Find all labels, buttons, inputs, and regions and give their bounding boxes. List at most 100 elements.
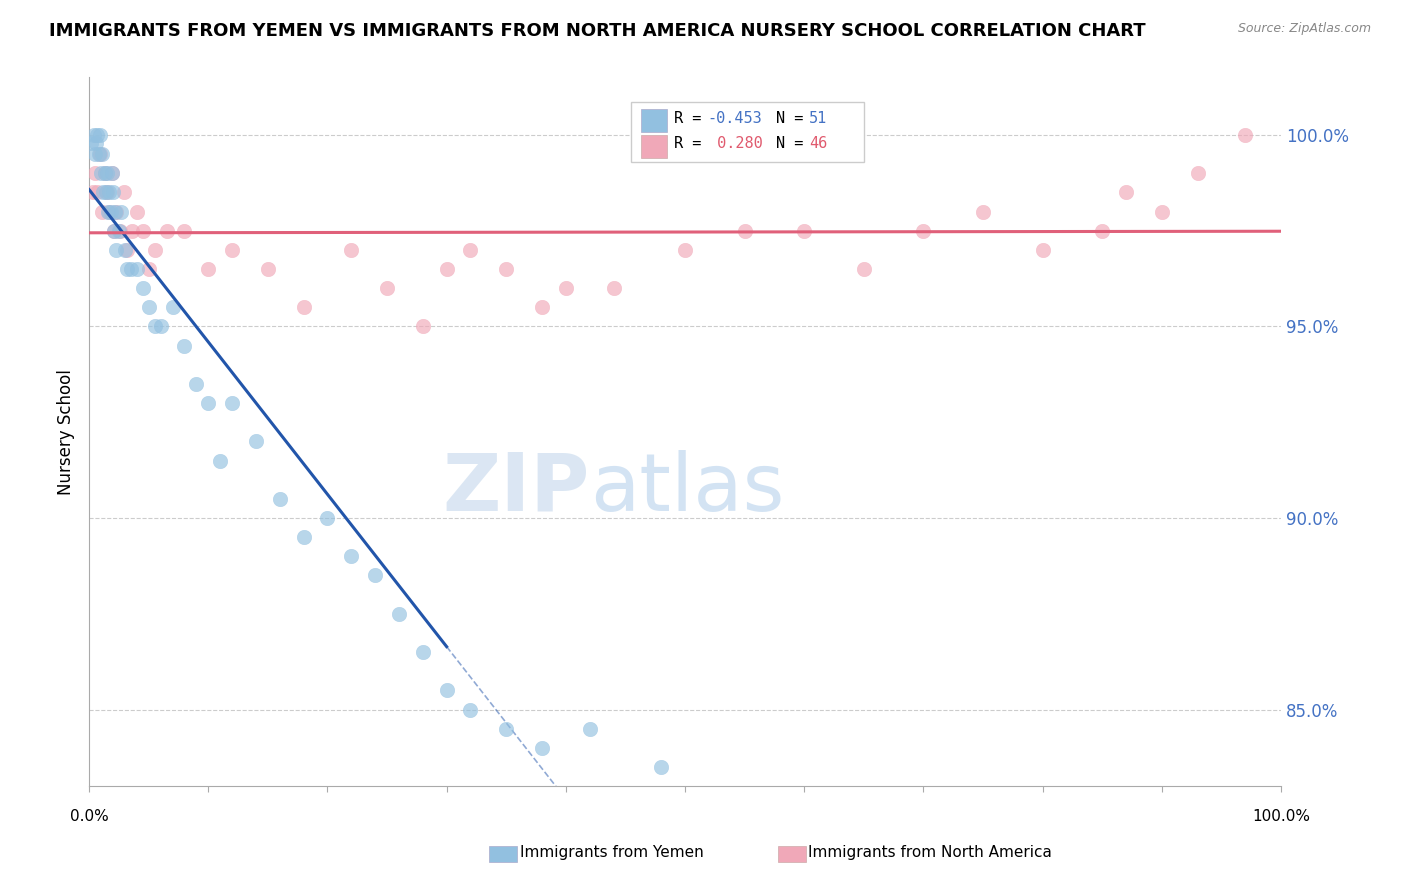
Point xyxy=(121,224,143,238)
Point xyxy=(436,262,458,277)
Text: Immigrants from North America: Immigrants from North America xyxy=(808,846,1052,860)
Point xyxy=(1115,186,1137,200)
FancyBboxPatch shape xyxy=(641,110,666,132)
Point xyxy=(1187,166,1209,180)
Text: 51: 51 xyxy=(808,111,827,126)
Point xyxy=(912,224,935,238)
Point xyxy=(1234,128,1257,142)
Point xyxy=(131,281,153,295)
Point xyxy=(100,166,122,180)
Point xyxy=(197,396,219,410)
Point xyxy=(114,243,136,257)
Point xyxy=(143,319,166,334)
Text: Immigrants from Yemen: Immigrants from Yemen xyxy=(520,846,704,860)
Point xyxy=(173,224,195,238)
Point xyxy=(972,204,994,219)
Point xyxy=(578,722,600,736)
Point xyxy=(554,281,576,295)
Point xyxy=(120,262,142,277)
Point xyxy=(149,319,172,334)
Point xyxy=(103,224,125,238)
Point xyxy=(98,186,121,200)
FancyBboxPatch shape xyxy=(631,103,863,162)
Point xyxy=(292,530,315,544)
Point xyxy=(602,281,624,295)
Text: N =: N = xyxy=(776,136,813,152)
Point xyxy=(734,224,756,238)
Point xyxy=(86,128,108,142)
Point xyxy=(89,128,111,142)
Text: 100.0%: 100.0% xyxy=(1251,809,1310,824)
Point xyxy=(269,491,291,506)
Point xyxy=(186,376,208,391)
Point xyxy=(530,301,553,315)
Point xyxy=(93,186,115,200)
Text: 0.280: 0.280 xyxy=(707,136,762,152)
Point xyxy=(84,136,107,150)
Point xyxy=(245,434,267,449)
Point xyxy=(340,243,363,257)
Point xyxy=(96,186,118,200)
Point xyxy=(412,319,434,334)
Point xyxy=(100,204,122,219)
Point xyxy=(93,166,115,180)
Point xyxy=(364,568,387,582)
Point xyxy=(93,166,115,180)
Point xyxy=(125,204,148,219)
Point xyxy=(112,186,135,200)
Point xyxy=(97,204,120,219)
Point xyxy=(673,243,696,257)
Point xyxy=(209,453,232,467)
Point xyxy=(125,262,148,277)
Point xyxy=(98,204,121,219)
FancyBboxPatch shape xyxy=(641,135,666,158)
Point xyxy=(495,262,517,277)
Text: 46: 46 xyxy=(808,136,827,152)
Point xyxy=(460,243,482,257)
Point xyxy=(650,760,672,774)
Point xyxy=(138,301,160,315)
Point xyxy=(100,166,122,180)
Point xyxy=(84,166,107,180)
Point xyxy=(530,740,553,755)
Point xyxy=(852,262,875,277)
Point xyxy=(91,147,114,161)
Point xyxy=(84,147,107,161)
Text: Source: ZipAtlas.com: Source: ZipAtlas.com xyxy=(1237,22,1371,36)
Point xyxy=(105,204,128,219)
Point xyxy=(115,243,138,257)
Point xyxy=(495,722,517,736)
Point xyxy=(108,224,131,238)
Point xyxy=(388,607,411,621)
Point xyxy=(82,186,104,200)
Point xyxy=(162,301,184,315)
Point xyxy=(412,645,434,659)
Text: atlas: atlas xyxy=(589,450,785,527)
Point xyxy=(292,301,315,315)
Point xyxy=(375,281,398,295)
Point xyxy=(1150,204,1173,219)
Point xyxy=(173,338,195,352)
Text: N =: N = xyxy=(776,111,813,126)
Point xyxy=(108,224,131,238)
Point xyxy=(1032,243,1054,257)
Text: -0.453: -0.453 xyxy=(707,111,762,126)
Point xyxy=(94,186,117,200)
Point xyxy=(90,166,112,180)
Point xyxy=(257,262,280,277)
Point xyxy=(155,224,177,238)
Text: R =: R = xyxy=(675,136,711,152)
Point xyxy=(316,511,339,525)
Point xyxy=(96,166,118,180)
Point xyxy=(143,243,166,257)
Point xyxy=(115,262,138,277)
Point xyxy=(83,128,105,142)
Point xyxy=(138,262,160,277)
Point xyxy=(221,396,243,410)
Point xyxy=(80,136,103,150)
Y-axis label: Nursery School: Nursery School xyxy=(58,369,75,495)
Point xyxy=(89,147,111,161)
Point xyxy=(105,243,128,257)
Text: IMMIGRANTS FROM YEMEN VS IMMIGRANTS FROM NORTH AMERICA NURSERY SCHOOL CORRELATIO: IMMIGRANTS FROM YEMEN VS IMMIGRANTS FROM… xyxy=(49,22,1146,40)
Text: ZIP: ZIP xyxy=(443,450,589,527)
